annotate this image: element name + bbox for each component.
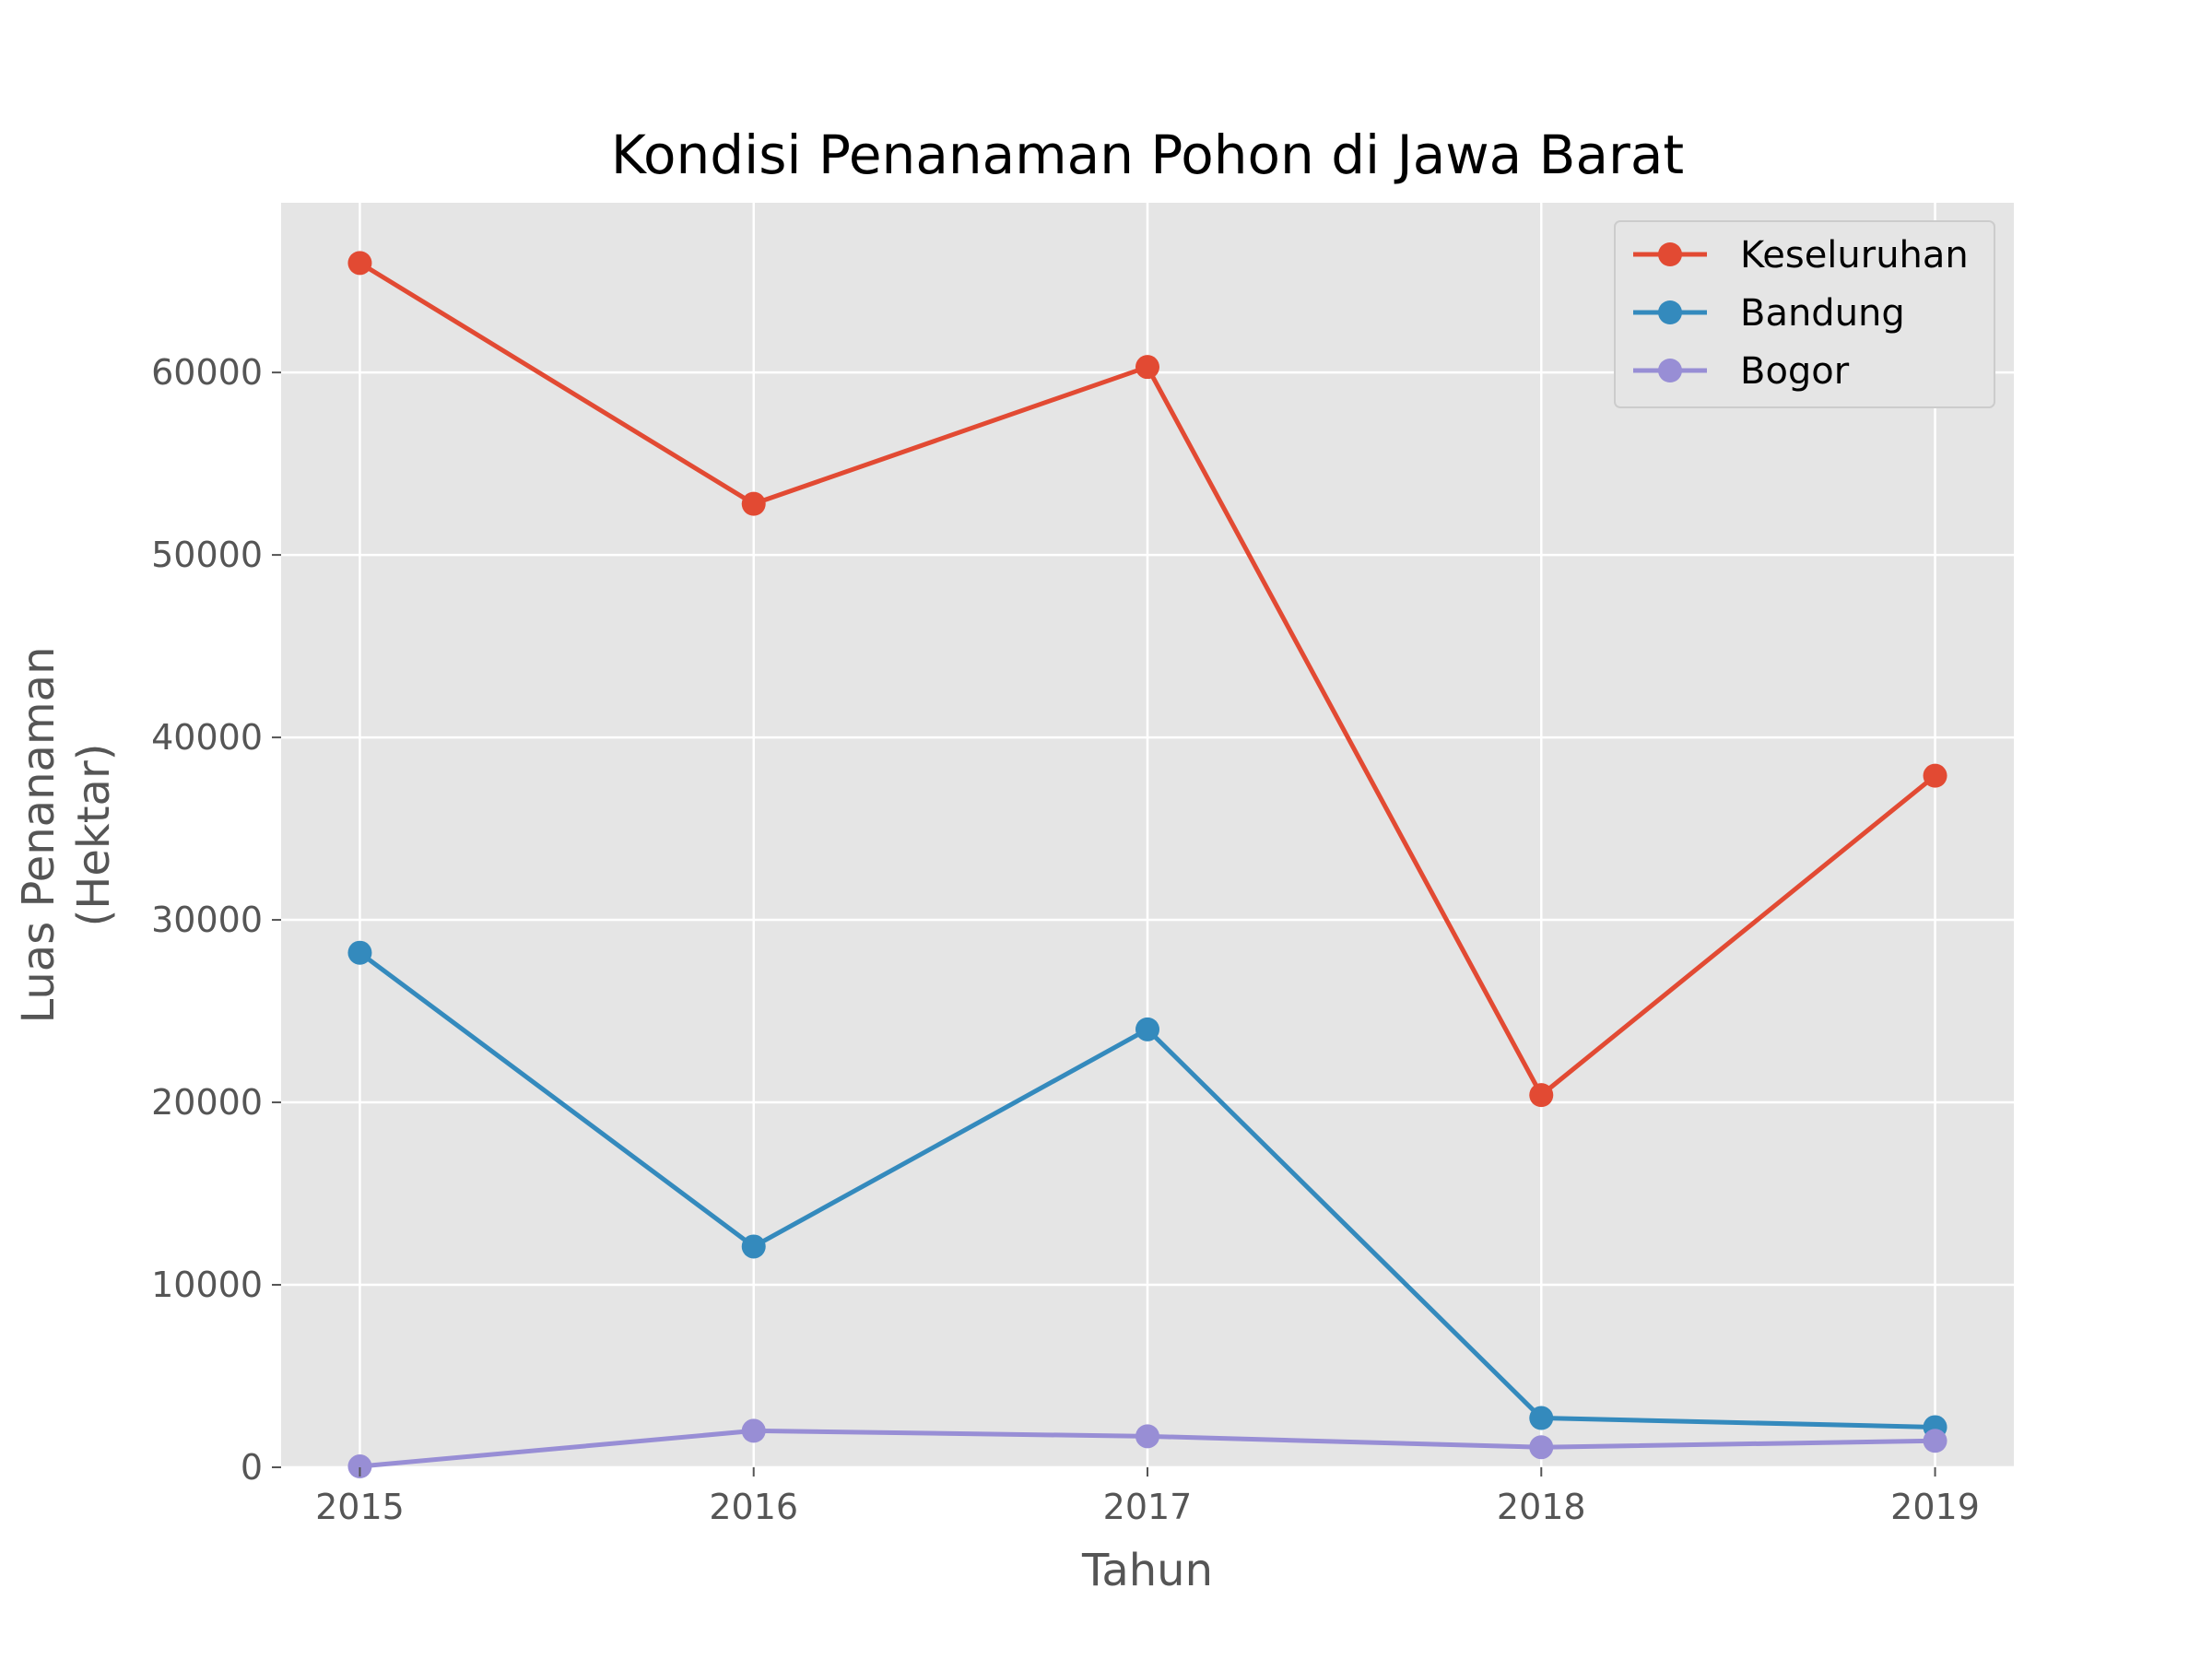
- y-tick-label: 20000: [151, 1082, 263, 1123]
- x-axis-title: Tahun: [1081, 1545, 1213, 1596]
- series-group: [347, 251, 1947, 1479]
- y-tick-label: 30000: [151, 900, 263, 940]
- data-point: [741, 1234, 766, 1259]
- legend-marker: [1658, 300, 1682, 324]
- series-keseluruhan: [347, 251, 1947, 1108]
- data-point: [741, 1418, 766, 1443]
- data-point: [1529, 1083, 1554, 1108]
- data-point: [1923, 763, 1947, 788]
- data-point: [347, 251, 372, 276]
- y-axis-title-line-1: Luas Penanaman: [13, 646, 65, 1023]
- data-point: [741, 491, 766, 516]
- data-point: [1135, 355, 1159, 380]
- chart-title: Kondisi Penanaman Pohon di Jawa Barat: [611, 124, 1684, 186]
- legend-frame: [1614, 220, 1995, 408]
- legend-label: Bogor: [1740, 350, 1850, 393]
- legend-label: Bandung: [1740, 292, 1905, 335]
- x-tick-label: 2018: [1497, 1487, 1586, 1527]
- data-point: [1135, 1424, 1159, 1449]
- series-bogor: [347, 1418, 1947, 1479]
- legend-marker: [1658, 359, 1682, 382]
- data-point: [347, 1454, 372, 1479]
- y-tick-label: 50000: [151, 535, 263, 575]
- y-axis-title: Luas Penanaman (Hektar): [13, 646, 120, 1023]
- grid: [281, 203, 2014, 1469]
- data-point: [1135, 1017, 1159, 1041]
- x-tick-label: 2019: [1890, 1487, 1980, 1527]
- legend-item: Bandung: [1633, 292, 1905, 335]
- data-point: [347, 940, 372, 965]
- data-point: [1529, 1406, 1554, 1430]
- data-point: [1923, 1429, 1947, 1453]
- x-tick-label: 2016: [709, 1487, 798, 1527]
- x-tick-label: 2015: [315, 1487, 405, 1527]
- legend-item: Bogor: [1633, 350, 1850, 393]
- data-point: [1529, 1435, 1554, 1460]
- legend-marker: [1658, 242, 1682, 266]
- y-tick-label: 0: [241, 1447, 263, 1488]
- x-tick-label: 2017: [1103, 1487, 1193, 1527]
- axis-ticks: 0 10000 20000 30000 40000 50000 60000 2015 2016 2…: [151, 352, 1980, 1527]
- y-tick-label: 60000: [151, 352, 263, 393]
- y-tick-label: 40000: [151, 717, 263, 758]
- y-tick-label: 10000: [151, 1265, 263, 1305]
- legend: Keseluruhan Bandung Bogor: [1614, 220, 1995, 408]
- y-axis-title-line-2: (Hektar): [68, 744, 120, 927]
- legend-label: Keseluruhan: [1740, 234, 1969, 276]
- legend-item: Keseluruhan: [1633, 234, 1969, 276]
